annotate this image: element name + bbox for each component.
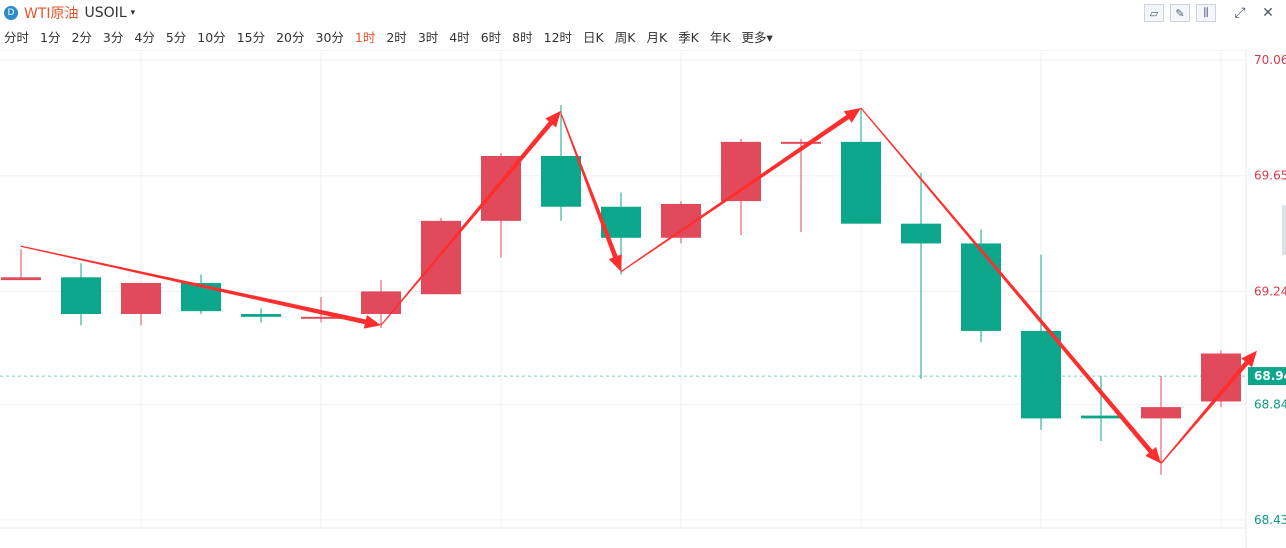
pencil-icon[interactable]: ✎ bbox=[1170, 4, 1190, 22]
period-tab[interactable]: 8时 bbox=[512, 30, 533, 45]
period-tab[interactable]: 分时 bbox=[4, 30, 30, 45]
candle-body bbox=[721, 141, 761, 202]
y-axis-tick-label: 68.43 bbox=[1254, 513, 1286, 527]
line-draw-icon[interactable]: ⏥ bbox=[1144, 4, 1164, 22]
period-tab[interactable]: 15分 bbox=[236, 30, 266, 45]
last-price-tag bbox=[1248, 367, 1286, 386]
y-axis-tick-label: 68.84 bbox=[1254, 397, 1286, 411]
candle-body bbox=[361, 291, 401, 314]
period-tab[interactable]: 3时 bbox=[417, 30, 439, 45]
period-tab[interactable]: 1时 bbox=[354, 30, 376, 45]
candlestick-icon[interactable]: ⫼ bbox=[1196, 4, 1216, 22]
period-tab[interactable]: 季K bbox=[678, 30, 699, 45]
trend-arrow bbox=[1160, 350, 1257, 464]
candle-body bbox=[1081, 415, 1121, 419]
period-tab[interactable]: 20分 bbox=[276, 30, 305, 45]
period-tab[interactable]: 10分 bbox=[197, 30, 226, 45]
period-tab[interactable]: 2时 bbox=[386, 30, 407, 45]
candle-body bbox=[1141, 407, 1181, 419]
period-tab[interactable]: 更多▾ bbox=[741, 30, 773, 45]
period-tabs: 分时 1分 2分 3分 4分 5分 10分 15分 20分 30分 1时 2时 3时 4时 6时 8时 12时日… bbox=[4, 27, 784, 46]
candle-body bbox=[781, 141, 821, 144]
period-tab[interactable]: 3分 bbox=[102, 30, 124, 45]
trend-arrow bbox=[20, 245, 381, 329]
candle-body bbox=[241, 313, 281, 317]
candle-body bbox=[61, 277, 101, 314]
period-tab[interactable]: 2分 bbox=[71, 30, 92, 45]
period-tab[interactable]: 4分 bbox=[134, 30, 155, 45]
period-tab[interactable]: 12时 bbox=[543, 30, 573, 45]
trend-arrow bbox=[380, 110, 561, 326]
trend-arrow bbox=[860, 107, 1161, 464]
y-axis-tick-label: 69.65 bbox=[1254, 169, 1286, 183]
candle-body bbox=[1021, 330, 1061, 419]
candle-body bbox=[961, 243, 1001, 331]
candle-body bbox=[841, 141, 881, 224]
period-tab[interactable]: 周K bbox=[614, 30, 636, 45]
period-tab[interactable]: 30分 bbox=[315, 30, 344, 45]
close-icon[interactable]: ✕ bbox=[1262, 5, 1274, 21]
candle-body bbox=[421, 220, 461, 295]
period-tab[interactable]: 年K bbox=[709, 30, 731, 45]
symbol-icon: D bbox=[4, 6, 18, 20]
y-axis-tick-label: 70.06 bbox=[1254, 53, 1286, 67]
candle-body bbox=[541, 155, 581, 207]
symbol-code: USOIL bbox=[84, 5, 127, 21]
candle-body bbox=[121, 282, 161, 314]
candle-body bbox=[901, 223, 941, 244]
symbol-name: WTI原油 bbox=[24, 6, 79, 22]
chart-header: D WTI原油 USOIL ▾ ⏥ ✎ ⫼ ⤢ ✕ bbox=[0, 0, 1286, 24]
period-tab[interactable]: 4时 bbox=[449, 30, 470, 45]
period-tab[interactable]: 1分 bbox=[40, 30, 61, 45]
toolbar: ⏥ ✎ ⫼ ⤢ ✕ bbox=[1138, 4, 1278, 22]
trend-arrow bbox=[620, 107, 861, 273]
chevron-down-icon: ▾ bbox=[130, 8, 136, 18]
period-tab[interactable]: 月K bbox=[646, 30, 668, 45]
trend-arrow bbox=[560, 113, 622, 272]
expand-icon[interactable]: ⤢ bbox=[1234, 5, 1246, 21]
period-tab[interactable]: 日K bbox=[583, 30, 604, 45]
y-axis-tick-label: 69.24 bbox=[1254, 284, 1286, 298]
candle-body bbox=[1, 277, 41, 281]
candlestick-chart: 70.06 69.65 69.24 68.84 68.43 68.94 bbox=[0, 50, 1286, 548]
symbol-selector[interactable]: D WTI原油 USOIL ▾ bbox=[4, 3, 135, 23]
candle-body bbox=[301, 316, 341, 319]
period-tab[interactable]: 6时 bbox=[480, 30, 502, 45]
period-tab[interactable]: 5分 bbox=[165, 30, 187, 45]
last-price-label: 68.94 bbox=[1254, 369, 1286, 383]
price-scale-scrollbar[interactable] bbox=[1282, 205, 1286, 255]
